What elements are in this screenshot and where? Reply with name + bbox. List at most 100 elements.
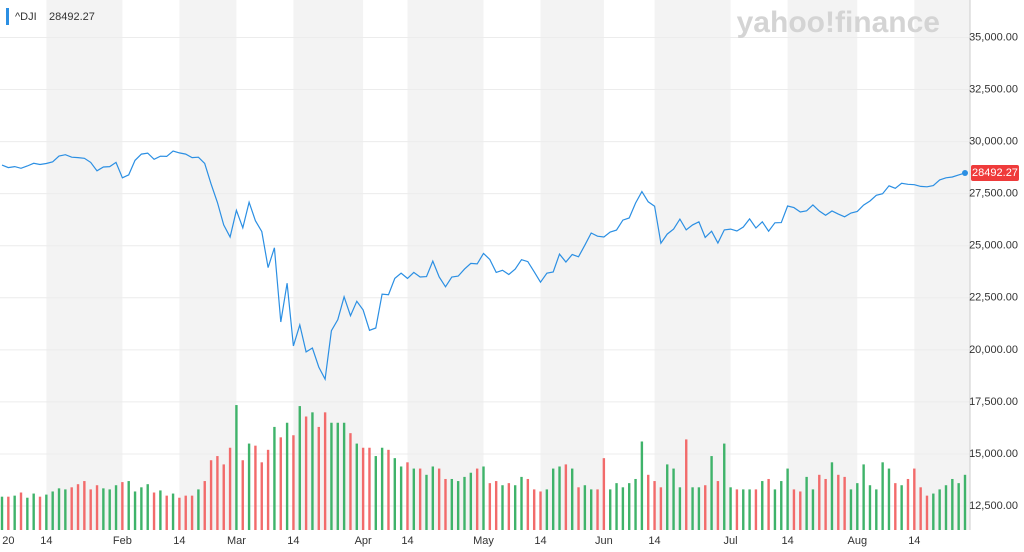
watermark: yahoo!finance (737, 6, 940, 39)
volume-bar (729, 487, 732, 530)
y-tick-label: 35,000.00 (969, 31, 1018, 43)
volume-bar (140, 487, 143, 530)
volume-bar (108, 489, 111, 530)
volume-bar (925, 495, 929, 530)
volume-bar (513, 485, 517, 530)
volume-bar (640, 441, 644, 530)
volume-bar (374, 456, 377, 530)
volume-bar (38, 496, 42, 530)
volume-bar (165, 495, 168, 530)
x-tick-label: 14 (534, 535, 546, 547)
volume-bar (266, 449, 270, 530)
volume-bar (121, 482, 124, 530)
volume-bar (102, 488, 105, 530)
volume-bar (355, 443, 358, 530)
volume-bar (380, 447, 384, 530)
legend-name: ^DJI (15, 11, 37, 23)
volume-bar (532, 489, 536, 530)
volume-bar (799, 491, 802, 530)
y-tick-label: 20,000.00 (969, 344, 1018, 356)
volume-bar (913, 468, 916, 530)
volume-bar (152, 492, 156, 530)
volume-bar (792, 489, 796, 530)
volume-bar (837, 474, 840, 530)
volume-bar (539, 491, 542, 530)
volume-bar (735, 489, 739, 530)
volume-bar (330, 422, 333, 530)
volume-bar (716, 481, 720, 530)
volume-bar (209, 460, 213, 530)
legend-marker (6, 8, 9, 25)
volume-bar (32, 493, 35, 530)
volume-bar (361, 447, 365, 530)
volume-bar (444, 478, 447, 530)
volume-bar (133, 491, 137, 530)
volume-bar (406, 462, 409, 530)
band (540, 0, 604, 530)
volume-bar (849, 489, 853, 530)
volume-bar (843, 476, 846, 530)
volume-bar (558, 466, 561, 530)
volume-bar (254, 445, 257, 530)
volume-bar (285, 422, 289, 530)
y-tick-label: 17,500.00 (969, 396, 1018, 408)
volume-bar (526, 478, 530, 530)
volume-bar (856, 483, 859, 530)
x-tick-label: 20 (2, 535, 14, 547)
y-tick-label: 15,000.00 (969, 448, 1018, 460)
volume-bar (919, 487, 922, 530)
y-tick-label: 30,000.00 (969, 136, 1018, 148)
volume-bar (184, 495, 187, 530)
volume-bar (51, 491, 54, 530)
volume-bar (57, 488, 61, 530)
volume-bar (399, 466, 403, 530)
volume-bar (494, 481, 498, 530)
y-tick-label: 32,500.00 (969, 83, 1018, 95)
volume-bar (45, 494, 48, 530)
band (46, 0, 123, 530)
volume-bar (824, 478, 827, 530)
volume-bar (279, 437, 282, 530)
volume-bar (742, 489, 745, 530)
volume-bar (570, 468, 574, 530)
volume-bar (7, 496, 10, 530)
volume-bar (773, 489, 777, 530)
volume-bar (292, 435, 295, 530)
volume-bar (590, 489, 593, 530)
volume-bar (507, 483, 511, 530)
x-tick-label: May (473, 535, 494, 547)
x-tick-label: Apr (355, 535, 372, 547)
volume-bar (697, 487, 701, 530)
volume-bar (868, 485, 872, 530)
volume-bar (621, 487, 625, 530)
x-tick-label: 14 (173, 535, 185, 547)
volume-bar (710, 456, 713, 530)
volume-bar (678, 487, 682, 530)
volume-bar (146, 484, 149, 530)
volume-bar (70, 487, 73, 530)
volume-bar (862, 464, 865, 530)
volume-bar (647, 474, 650, 530)
volume-bar (786, 468, 789, 530)
volume-bar (932, 493, 935, 530)
volume-bar (780, 481, 783, 530)
volume-bar (83, 481, 86, 530)
x-tick-label: 14 (401, 535, 413, 547)
legend-value: 28492.27 (49, 11, 95, 23)
x-tick-label: Jul (724, 535, 738, 547)
volume-bar (723, 443, 726, 530)
volume-bar (412, 468, 416, 530)
volume-bar (64, 489, 67, 530)
x-tick-label: 14 (287, 535, 299, 547)
volume-bar (228, 447, 232, 530)
volume-bar (95, 485, 99, 530)
volume-bar (938, 489, 941, 530)
volume-bar (317, 426, 320, 530)
volume-bar (418, 468, 422, 530)
volume-bar (247, 443, 251, 530)
volume-bar (634, 478, 637, 530)
volume-bar (944, 485, 948, 530)
y-tick-label: 12,500.00 (969, 500, 1018, 512)
volume-bar (76, 484, 80, 530)
